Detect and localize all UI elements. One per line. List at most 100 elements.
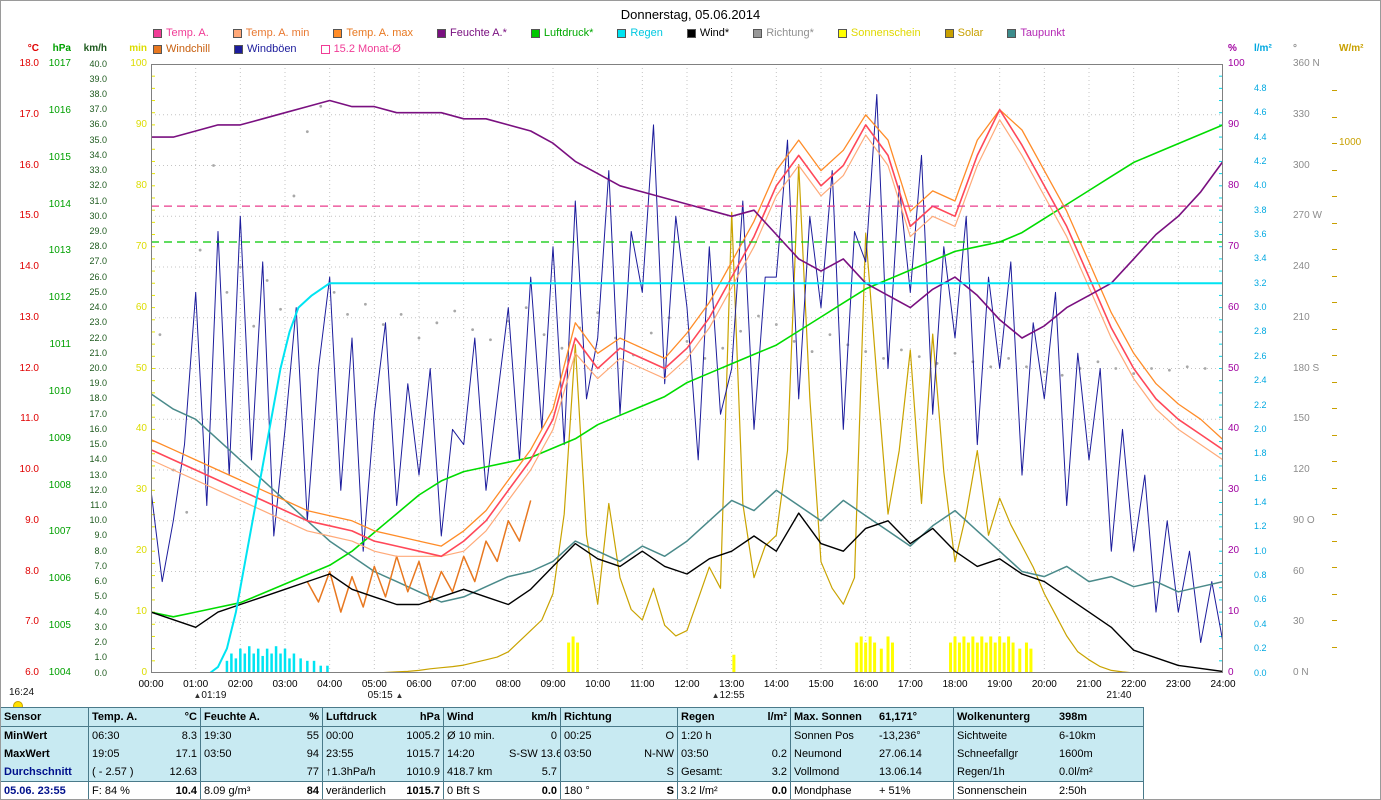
direction-dot	[305, 130, 309, 134]
axis-label-lm2: 1.4	[1254, 496, 1267, 507]
legend-item-richtung[interactable]: Richtung*	[753, 27, 814, 39]
axis-label-lm2: 1.2	[1254, 521, 1267, 532]
astro-time: 12:55	[719, 690, 745, 701]
legend-item-monat-avg[interactable]: 15.2 Monat-Ø	[320, 43, 401, 55]
cell-value: °C	[151, 708, 201, 726]
direction-dot	[185, 510, 189, 514]
legend-item-temp-a[interactable]: Temp. A.	[153, 27, 209, 39]
axis-label-deg: 300	[1293, 159, 1310, 171]
legend-label: Temp. A. max	[346, 27, 414, 39]
direction-dot	[1168, 368, 1171, 372]
legend-item-taupunkt[interactable]: Taupunkt	[1007, 27, 1065, 39]
cell-text	[561, 763, 626, 781]
axis-label-lm2: 1.8	[1254, 448, 1267, 459]
axis-label-kmh: 10.0	[89, 515, 107, 526]
cell-value: 1015.7	[386, 782, 444, 799]
page-title: Donnerstag, 05.06.2014	[620, 7, 761, 22]
chart-plot-area[interactable]	[151, 64, 1223, 673]
cell-text: Sonnenschein	[957, 785, 1027, 797]
axis-label-lm2: 1.6	[1254, 472, 1267, 483]
direction-dot	[489, 338, 492, 342]
cell-text: 180 °	[564, 785, 590, 797]
legend-item-solar[interactable]: Solar	[944, 27, 983, 39]
x-tick-label: 23:00	[1165, 679, 1191, 690]
chart-bar	[975, 642, 979, 673]
axis-label-sunmin: 70	[135, 240, 147, 252]
direction-dot	[1042, 370, 1046, 374]
direction-dot	[828, 333, 832, 337]
axis-unit-sunmin: min	[129, 43, 147, 54]
cell-text: 3.2 l/m²	[681, 785, 718, 797]
chart-bar	[949, 642, 953, 673]
axis-label-kmh: 26.0	[89, 271, 107, 282]
chart-bar	[299, 658, 302, 673]
axis-label-kmh: 37.0	[89, 104, 107, 115]
summary-table: Sensor Temp. A. °C Feuchte A.% Luftdruck hPa W…	[1, 707, 1144, 799]
legend-item-regen[interactable]: Regen	[617, 27, 663, 39]
legend-item-windchill[interactable]: Windchill	[153, 43, 210, 55]
direction-dot	[399, 312, 403, 316]
axis-unit-pct: %	[1228, 43, 1237, 54]
axis-label-pct: 60	[1228, 301, 1240, 313]
direction-dot	[332, 290, 336, 294]
direction-dot	[252, 324, 256, 328]
cell-value: 6-10km	[1056, 727, 1144, 745]
windboeen-swatch-icon	[234, 44, 244, 54]
cell-value: 5.7	[506, 763, 561, 781]
legend-item-windboeen[interactable]: Windböen	[234, 43, 297, 55]
legend-item-feuchte-a[interactable]: Feuchte A.*	[437, 27, 507, 39]
triangle-marker-icon: ▲	[193, 691, 202, 700]
wind-swatch-icon	[686, 28, 696, 38]
legend-label: Wind*	[699, 27, 730, 39]
chart-bar	[230, 653, 233, 673]
legend-item-sonnenschein[interactable]: Sonnenschein	[837, 27, 921, 39]
axis-label-kmh: 3.0	[94, 621, 107, 632]
temp-a-swatch-icon	[153, 28, 162, 38]
axis-unit-kmh: km/h	[83, 43, 107, 54]
direction-dot	[158, 333, 162, 337]
axis-label-hpa: 1008	[48, 479, 71, 491]
axis-label-temp: 11.0	[20, 413, 39, 425]
direction-dot	[279, 307, 282, 311]
axis-unit-hpa: hPa	[52, 43, 71, 54]
wm2-tick	[1332, 381, 1337, 383]
astro-time-marker: ▲12:55	[712, 690, 745, 701]
legend-item-temp-a-max[interactable]: Temp. A. max	[333, 27, 413, 39]
series-Windböen	[151, 94, 1223, 643]
axis-label-kmh: 34.0	[89, 149, 107, 160]
cell-value: 0.0	[746, 782, 791, 799]
wm2-tick	[1332, 169, 1337, 171]
wm2-tick	[1332, 408, 1337, 410]
x-tick-label: 10:00	[585, 679, 611, 690]
legend-label: Luftdruck*	[543, 27, 594, 39]
cell-value: 17.1	[151, 745, 201, 763]
axis-label-kmh: 33.0	[89, 165, 107, 176]
axis-label-pct: 0	[1228, 667, 1234, 678]
cell-text: Wolkenunterg	[957, 711, 1031, 723]
legend-label: Taupunkt	[1020, 27, 1065, 39]
axis-label-sunmin: 0	[141, 667, 147, 678]
x-tick-label: 18:00	[942, 679, 968, 690]
axis-label-kmh: 12.0	[89, 484, 107, 495]
axis-label-hpa: 1009	[48, 432, 71, 444]
direction-dot	[989, 365, 993, 369]
cell-text: 03:50	[204, 748, 232, 760]
legend-item-temp-a-min[interactable]: Temp. A. min	[232, 27, 309, 39]
axis-label-kmh: 25.0	[89, 286, 107, 297]
cell-text: 8.09 g/m³	[204, 785, 251, 797]
legend-label: Richtung*	[766, 27, 814, 39]
axis-label-temp: 14.0	[19, 261, 39, 272]
chart-bar	[993, 642, 997, 673]
legend-item-luftdruck[interactable]: Luftdruck*	[530, 27, 594, 39]
cell-text: ↑1.3hPa/h	[326, 766, 376, 778]
axis-label-sunmin: 90	[135, 118, 147, 130]
cell-text: 06:30	[92, 730, 120, 742]
legend-item-wind[interactable]: Wind*	[686, 27, 730, 39]
axis-label-kmh: 29.0	[89, 225, 107, 236]
axis-label-kmh: 22.0	[89, 332, 107, 343]
x-tick-label: 09:00	[540, 679, 566, 690]
chart-bar	[576, 642, 580, 673]
cell-text: 14:20	[447, 748, 475, 760]
cell-text: 00:00	[326, 730, 354, 742]
cell-value: 84	[263, 782, 323, 799]
